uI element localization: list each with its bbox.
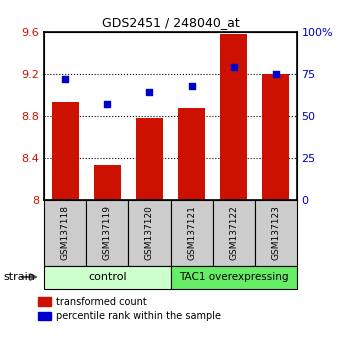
Bar	[220, 34, 247, 200]
Text: transformed count: transformed count	[56, 297, 147, 307]
Point	[273, 71, 278, 77]
Bar	[52, 102, 79, 200]
Bar	[178, 108, 205, 200]
Bar	[136, 118, 163, 200]
Text: GSM137120: GSM137120	[145, 205, 154, 260]
Point	[231, 64, 236, 70]
Bar	[262, 74, 289, 200]
Text: percentile rank within the sample: percentile rank within the sample	[56, 311, 221, 321]
Point	[147, 90, 152, 95]
Text: control: control	[88, 272, 127, 282]
Point	[189, 83, 194, 88]
Point	[63, 76, 68, 82]
Text: GSM137123: GSM137123	[271, 205, 280, 260]
Text: TAC1 overexpressing: TAC1 overexpressing	[179, 272, 288, 282]
Bar	[94, 165, 121, 200]
Text: GDS2451 / 248040_at: GDS2451 / 248040_at	[102, 16, 239, 29]
Text: GSM137118: GSM137118	[61, 205, 70, 260]
Text: strain: strain	[3, 272, 35, 282]
Text: GSM137121: GSM137121	[187, 205, 196, 260]
Text: GSM137122: GSM137122	[229, 205, 238, 260]
Text: GSM137119: GSM137119	[103, 205, 112, 260]
Point	[105, 101, 110, 107]
